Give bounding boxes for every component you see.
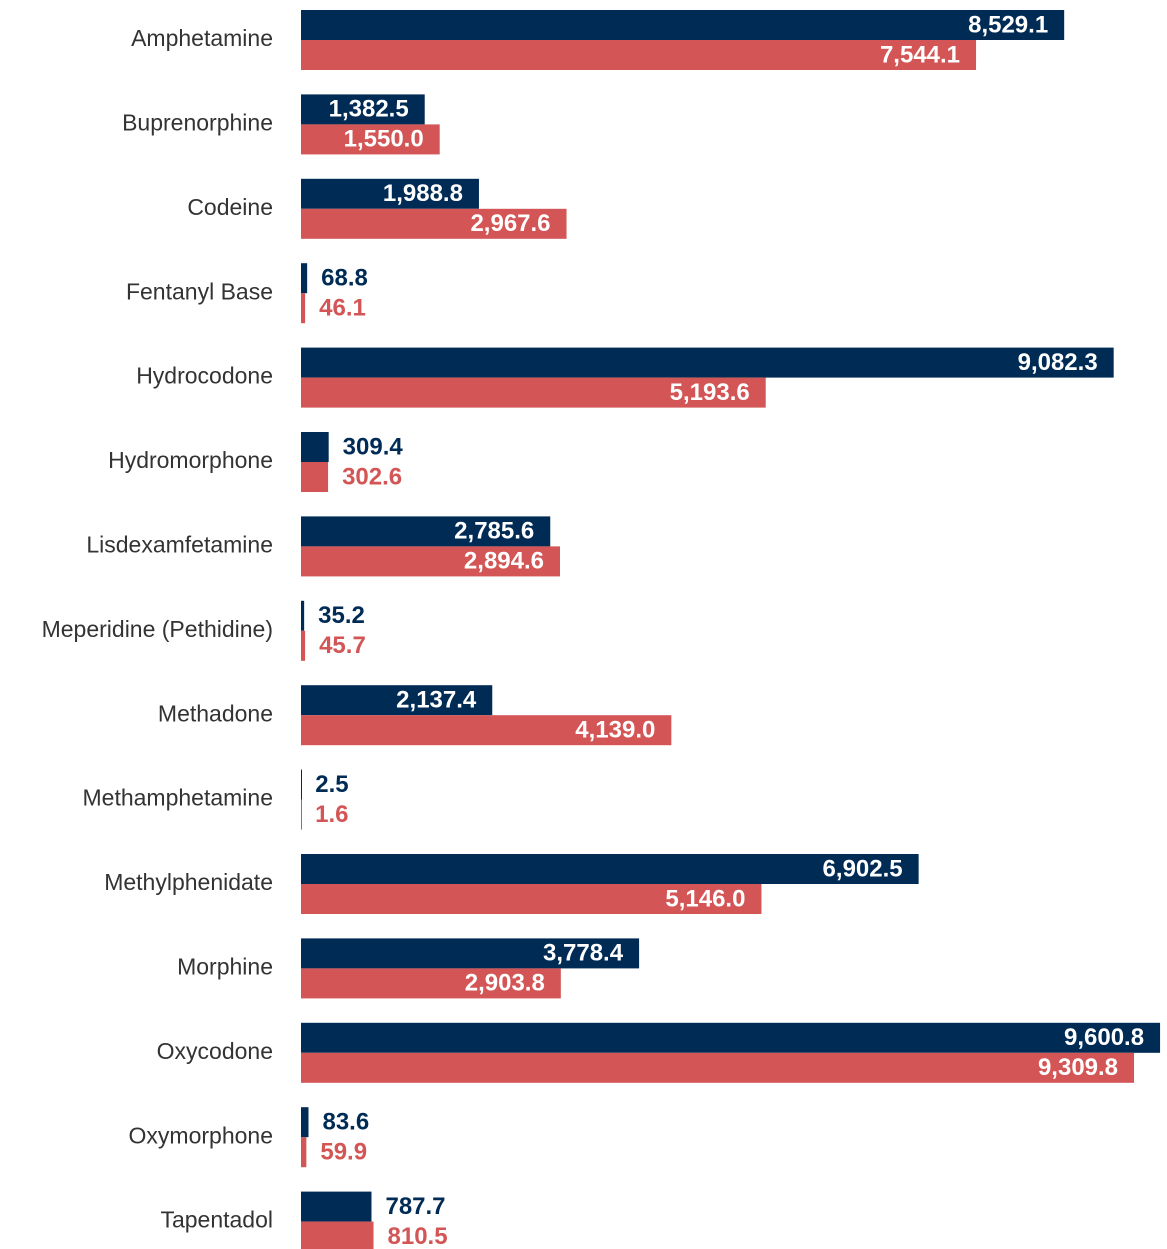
value-label: 2.5: [315, 771, 348, 798]
category-label: Methadone: [158, 700, 273, 726]
bar: [301, 854, 919, 884]
value-label: 46.1: [319, 295, 366, 322]
value-label: 9,309.8: [1038, 1054, 1118, 1081]
value-label: 9,600.8: [1064, 1024, 1144, 1051]
bar: [301, 600, 305, 631]
value-label: 810.5: [388, 1223, 448, 1249]
bar: [301, 1107, 309, 1138]
category-label: Tapentadol: [160, 1207, 273, 1233]
bar: [301, 208, 567, 239]
bar: [301, 516, 551, 547]
value-label: 1.6: [315, 801, 348, 828]
bar: [301, 124, 440, 155]
value-label: 5,146.0: [665, 885, 745, 912]
bar: [301, 769, 302, 800]
value-label: 1,550.0: [344, 126, 424, 153]
bar: [301, 94, 425, 125]
bar: [301, 377, 766, 408]
value-label: 302.6: [342, 463, 402, 490]
value-label: 787.7: [385, 1193, 445, 1220]
bar: [301, 630, 306, 661]
category-label: Lisdexamfetamine: [86, 531, 273, 557]
bar: [301, 10, 1065, 40]
category-label: Hydrocodone: [136, 363, 273, 389]
category-label: Hydromorphone: [108, 447, 273, 473]
category-label: Methamphetamine: [83, 785, 274, 811]
category-label: Buprenorphine: [122, 109, 273, 135]
bar: [301, 884, 762, 914]
value-label: 7,544.1: [880, 41, 960, 68]
bar: [301, 1137, 307, 1168]
bar: [301, 1221, 374, 1249]
bar: [301, 432, 329, 462]
value-label: 2,894.6: [464, 548, 544, 575]
category-label: Codeine: [187, 194, 273, 220]
category-label: Methylphenidate: [104, 869, 273, 895]
bar: [301, 1191, 372, 1222]
value-label: 2,903.8: [465, 970, 545, 997]
value-label: 2,967.6: [470, 210, 550, 237]
value-label: 4,139.0: [575, 717, 655, 744]
category-label: Oxycodone: [157, 1038, 273, 1064]
value-label: 2,785.6: [454, 518, 534, 545]
category-label: Meperidine (Pethidine): [42, 616, 273, 642]
bar: [301, 938, 640, 969]
bar: [301, 40, 977, 70]
bar: [301, 347, 1114, 378]
value-label: 9,082.3: [1018, 349, 1098, 376]
value-label: 83.6: [322, 1109, 369, 1136]
value-label: 68.8: [321, 265, 368, 292]
category-label: Amphetamine: [131, 25, 273, 51]
bar: [301, 968, 561, 999]
bar: [301, 546, 561, 577]
bar: [301, 263, 308, 294]
category-label: Oxymorphone: [129, 1122, 273, 1148]
value-label: 5,193.6: [670, 379, 750, 406]
value-label: 2,137.4: [396, 687, 477, 714]
value-label: 35.2: [318, 602, 365, 629]
bar: [301, 1022, 1161, 1053]
value-label: 8,529.1: [968, 11, 1048, 38]
value-label: 309.4: [343, 433, 404, 460]
value-label: 59.9: [320, 1139, 367, 1166]
value-label: 45.7: [319, 632, 366, 659]
bar: [301, 715, 672, 746]
bar: [301, 799, 302, 830]
bar: [301, 1052, 1135, 1083]
category-label: Morphine: [177, 953, 273, 979]
value-label: 1,382.5: [329, 96, 409, 123]
bar: [301, 462, 329, 492]
value-label: 6,902.5: [823, 855, 903, 882]
value-label: 3,778.4: [543, 940, 624, 967]
bar: [301, 293, 306, 324]
value-label: 1,988.8: [383, 180, 463, 207]
bar: [301, 685, 493, 716]
bar: [301, 178, 479, 209]
category-label: Fentanyl Base: [126, 278, 273, 304]
